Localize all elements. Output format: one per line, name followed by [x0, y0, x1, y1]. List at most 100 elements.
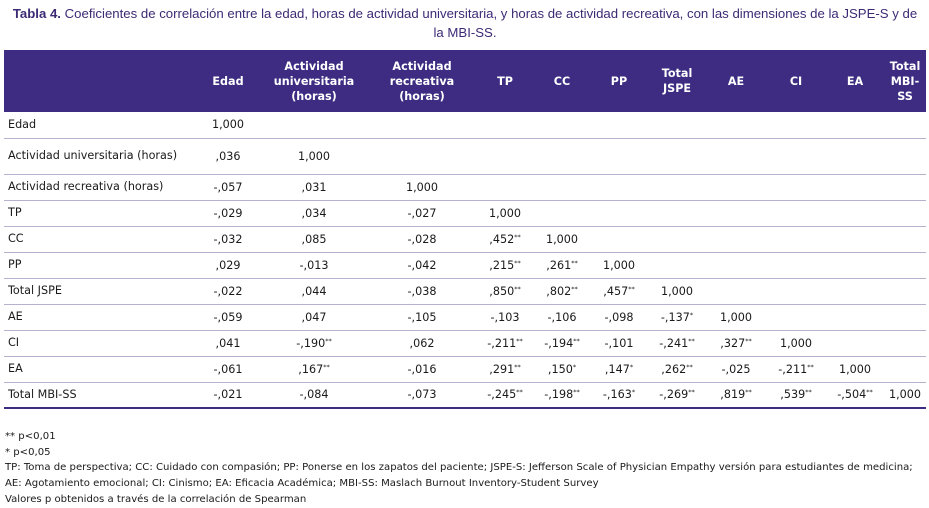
- table-caption-label: Tabla 4.: [12, 6, 61, 21]
- correlation-cell: [534, 138, 590, 174]
- correlation-cell: [476, 138, 534, 174]
- correlation-cell: [826, 252, 884, 278]
- cell-value: -,032: [213, 232, 243, 246]
- cell-value: -,016: [407, 362, 437, 376]
- correlation-cell: [590, 200, 648, 226]
- correlation-cell: 1,000: [534, 226, 590, 252]
- cell-value: ,062: [409, 336, 435, 350]
- cell-value: ,047: [301, 310, 327, 324]
- row-label: Total JSPE: [8, 284, 62, 297]
- correlation-cell: ,062: [368, 330, 476, 356]
- table-row: Edad 1,000: [4, 112, 926, 138]
- correlation-cell: [826, 112, 884, 138]
- correlation-cell: [826, 278, 884, 304]
- correlation-cell: [476, 174, 534, 200]
- table-row: Total JSPE -,022,044 -,038,850** ,802** ,457…: [4, 278, 926, 304]
- table-row: Total MBI-SS -,021 -,084 -,073 -,245** -,198*…: [4, 382, 926, 408]
- correlation-cell: [706, 174, 766, 200]
- correlation-cell: [766, 278, 826, 304]
- correlation-cell: [534, 112, 590, 138]
- cell-value: -,038: [407, 284, 437, 298]
- correlation-cell: 1,000: [884, 382, 926, 408]
- correlation-cell: -,022: [196, 278, 260, 304]
- correlation-cell: -,042: [368, 252, 476, 278]
- significance-marker: *: [629, 362, 634, 371]
- cell-value: -,163: [602, 388, 632, 402]
- correlation-cell: [884, 174, 926, 200]
- row-label: CI: [8, 336, 20, 349]
- correlation-cell: -,245**: [476, 382, 534, 408]
- correlation-cell: -,105: [368, 304, 476, 330]
- cell-value: ,031: [301, 180, 327, 194]
- cell-value: -,190: [296, 336, 326, 350]
- correlation-cell: [706, 138, 766, 174]
- correlation-cell: [590, 138, 648, 174]
- significance-marker: **: [514, 362, 521, 371]
- note-abbreviations-2: AE: Agotamiento emocional; CI: Cinismo; …: [5, 478, 599, 490]
- cell-value: -,105: [407, 310, 437, 324]
- cell-value: -,106: [547, 310, 577, 324]
- row-label: Total MBI-SS: [8, 387, 77, 401]
- correlation-cell: -,016: [368, 356, 476, 382]
- correlation-cell: ,215**: [476, 252, 534, 278]
- correlation-cell: ,150*: [534, 356, 590, 382]
- significance-marker: **: [807, 362, 814, 371]
- correlation-cell: ,539**: [766, 382, 826, 408]
- correlation-cell: [884, 252, 926, 278]
- correlation-cell: ,044: [260, 278, 368, 304]
- correlation-cell: 1,000: [648, 278, 706, 304]
- correlation-cell: [648, 252, 706, 278]
- correlation-cell: [766, 174, 826, 200]
- correlation-cell: ,047: [260, 304, 368, 330]
- cell-value: -,021: [213, 388, 243, 402]
- cell-value: -,025: [721, 362, 751, 376]
- significance-marker: **: [516, 388, 523, 397]
- correlation-cell: -,504**: [826, 382, 884, 408]
- correlation-cell: 1,000: [826, 356, 884, 382]
- significance-marker: **: [514, 284, 521, 293]
- cell-value: -,269: [659, 388, 689, 402]
- correlation-cell: -,098: [590, 304, 648, 330]
- correlation-cell: ,031: [260, 174, 368, 200]
- significance-marker: **: [573, 388, 580, 397]
- significance-marker: **: [514, 258, 521, 267]
- correlation-cell: [706, 226, 766, 252]
- correlation-cell: ,167**: [260, 356, 368, 382]
- correlation-cell: -,013: [260, 252, 368, 278]
- cell-value: -,211: [487, 336, 517, 350]
- cell-value: ,261: [546, 258, 572, 272]
- correlation-cell: 1,000: [368, 174, 476, 200]
- table-row: PP ,029 -,013 -,042,215** ,261** 1,000: [4, 252, 926, 278]
- correlation-cell: ,036: [196, 138, 260, 174]
- table-notes: ** p<0,01 * p<0,05 TP: Toma de perspecti…: [5, 429, 925, 508]
- correlation-cell: [534, 200, 590, 226]
- correlation-cell: -,025: [706, 356, 766, 382]
- correlation-cell: [884, 112, 926, 138]
- correlation-cell: -,084: [260, 382, 368, 408]
- cell-value: ,457: [603, 284, 629, 298]
- cell-value: ,150: [547, 362, 573, 376]
- column-header-7: Total JSPE: [661, 67, 693, 95]
- correlation-cell: [766, 112, 826, 138]
- correlation-cell: 1,000: [196, 112, 260, 138]
- cell-value: -,073: [407, 388, 437, 402]
- significance-marker: **: [688, 336, 695, 345]
- table-row: Actividad recreativa (horas) -,057 ,031 1,0…: [4, 174, 926, 200]
- significance-marker: *: [689, 310, 694, 319]
- row-label: EA: [8, 362, 23, 375]
- cell-value: ,262: [661, 362, 687, 376]
- correlation-cell: 1,000: [590, 252, 648, 278]
- table-row: CC -,032 ,085 -,028 ,452** 1,000: [4, 226, 926, 252]
- correlation-cell: -,106: [534, 304, 590, 330]
- column-header-5: CC: [553, 74, 571, 88]
- correlation-cell: [368, 112, 476, 138]
- correlation-cell: -,198**: [534, 382, 590, 408]
- row-label: Actividad recreativa (horas): [8, 180, 164, 193]
- correlation-cell: [590, 174, 648, 200]
- significance-marker: **: [323, 362, 330, 371]
- correlation-cell: -,061: [196, 356, 260, 382]
- column-header-4: TP: [497, 74, 513, 88]
- significance-marker: *: [631, 388, 636, 397]
- cell-value: ,802: [546, 284, 572, 298]
- correlation-cell: -,137*: [648, 304, 706, 330]
